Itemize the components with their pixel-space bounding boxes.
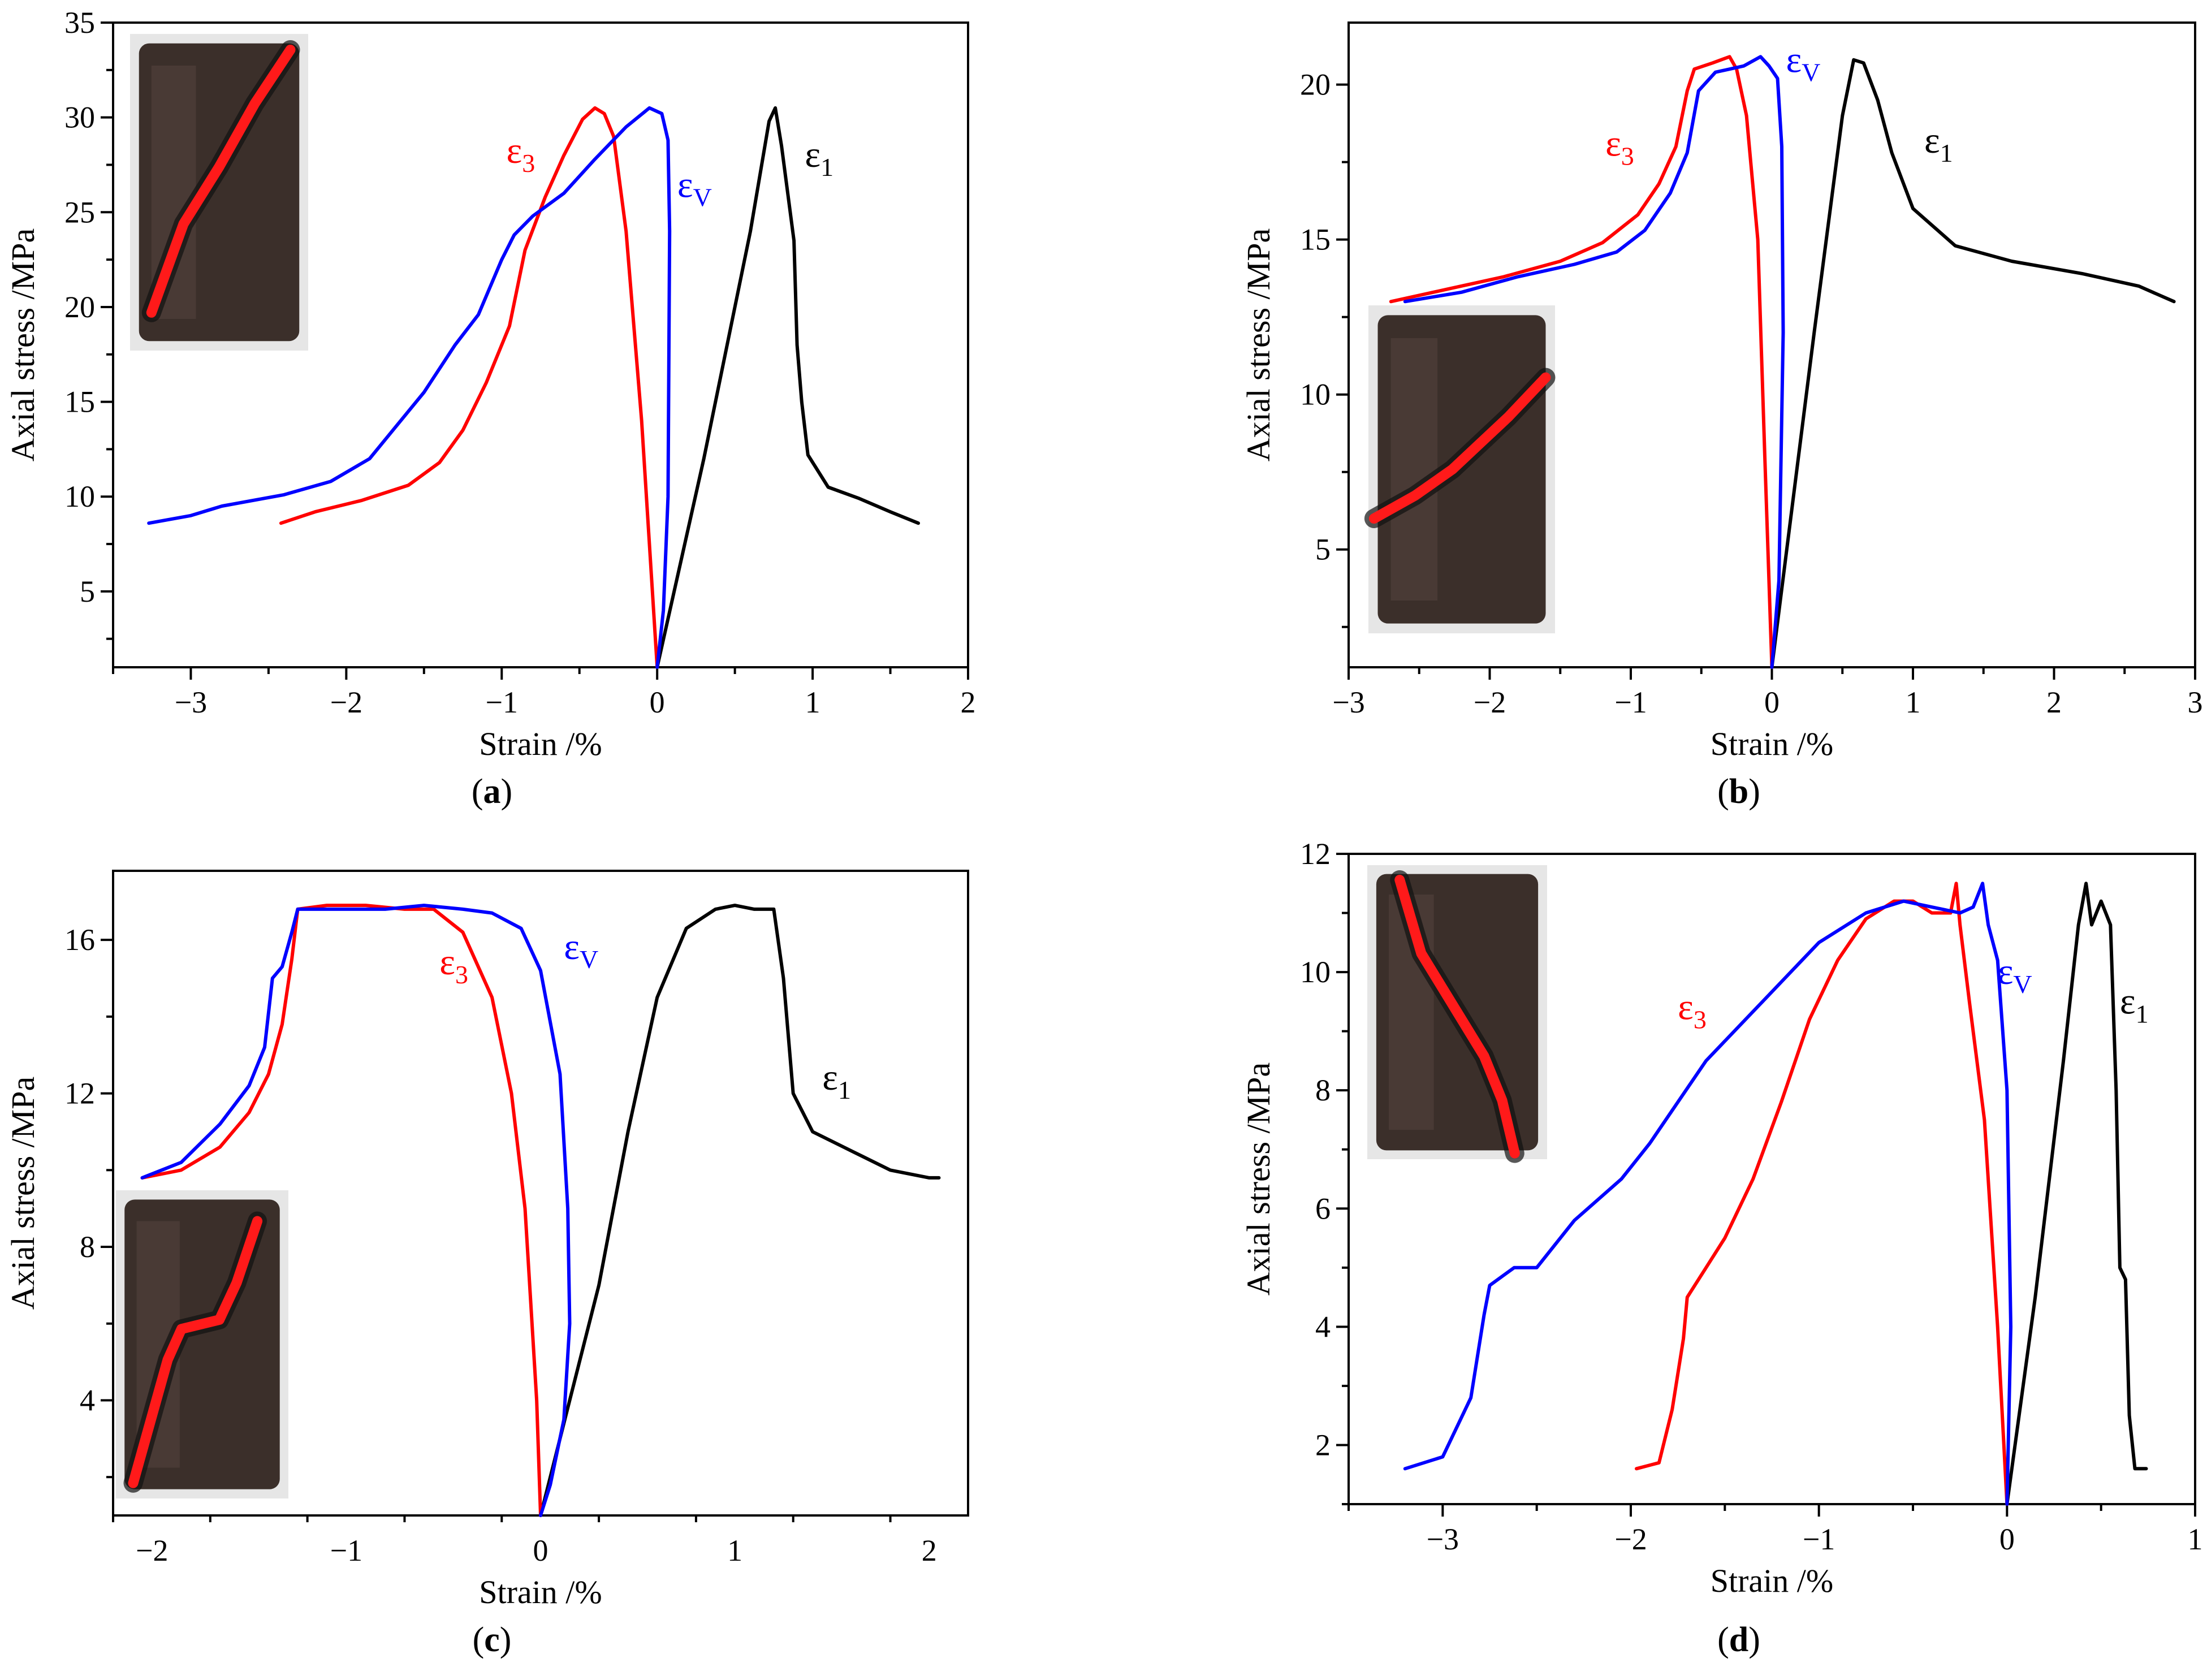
series-epsilon-1 — [2005, 882, 2148, 1506]
x-tick-label: −1 — [330, 1534, 362, 1567]
curve-label-ev: εV — [1786, 40, 1820, 87]
series-epsilon-3 — [1389, 55, 1774, 669]
y-axis-title: Axial stress /MPa — [1240, 1063, 1277, 1295]
chart-panel-b: −3 −2 −1 0 1 2 3 5 10 15 20 Strain /% Axial stress /… — [1240, 21, 2203, 762]
x-axis-title: Strain /% — [479, 725, 602, 762]
curve-label-ev: εV — [564, 926, 598, 974]
plot-frame — [112, 21, 969, 668]
x-tick-label: 1 — [727, 1534, 742, 1567]
panel-caption-c: (c) — [473, 1621, 512, 1659]
x-tick-label: −1 — [1803, 1522, 1835, 1556]
x-tick-label: −2 — [1474, 685, 1506, 719]
x-tick-label: −2 — [1614, 1522, 1647, 1556]
series-epsilon-3 — [140, 904, 542, 1517]
y-tick-label: 2 — [1315, 1428, 1331, 1462]
curve-label-e3: ε3 — [1605, 123, 1634, 171]
curve-label-ev: εV — [1998, 951, 2032, 999]
panel-caption-a: (a) — [472, 772, 512, 811]
x-tick-label: −1 — [486, 685, 518, 719]
y-tick-label: 25 — [64, 195, 95, 229]
x-tick-label: 0 — [1764, 685, 1780, 719]
rock-core — [139, 43, 300, 342]
y-tick-label: 8 — [1315, 1073, 1331, 1107]
y-axis-title: Axial stress /MPa — [1240, 228, 1277, 461]
y-tick-label: 35 — [64, 6, 95, 40]
curve-label-e1: ε1 — [805, 134, 833, 182]
y-tick-label: 10 — [64, 480, 95, 513]
series-epsilon-1 — [655, 106, 920, 669]
y-tick-label: 30 — [64, 101, 95, 135]
x-tick-label: 1 — [2188, 1522, 2203, 1556]
sample-photo — [116, 1190, 288, 1498]
curve-label-e3: ε3 — [1678, 987, 1707, 1034]
series-epsilon-v — [1403, 55, 1785, 669]
rock-highlight — [1390, 338, 1438, 601]
y-tick-label: 12 — [64, 1077, 95, 1111]
crack-line — [146, 45, 296, 318]
sample-photo — [1364, 305, 1556, 633]
x-tick-label: 1 — [1906, 685, 1921, 719]
x-tick-label: −3 — [1332, 685, 1364, 719]
y-tick-label: 15 — [64, 385, 95, 419]
x-tick-label: 3 — [2188, 685, 2203, 719]
x-axis-title: Strain /% — [1711, 1562, 1833, 1599]
crack-line — [1394, 875, 1520, 1159]
x-tick-label: −2 — [330, 685, 362, 719]
plot-frame — [1347, 853, 2196, 1505]
y-tick-label: 5 — [1315, 533, 1331, 567]
x-tick-label: −3 — [175, 685, 207, 719]
series-epsilon-v — [1403, 882, 2012, 1506]
series-epsilon-v — [147, 106, 672, 669]
curve-label-ev: εV — [677, 164, 712, 211]
x-tick-label: 0 — [533, 1534, 548, 1567]
y-tick-label: 10 — [1300, 955, 1331, 989]
curve-label-e1: ε1 — [822, 1057, 851, 1104]
y-tick-label: 12 — [1300, 837, 1331, 871]
x-axis-title: Strain /% — [479, 1574, 602, 1610]
x-tick-label: −2 — [136, 1534, 168, 1567]
x-tick-label: −3 — [1427, 1522, 1459, 1556]
series-epsilon-3 — [1635, 882, 2009, 1506]
x-tick-label: 2 — [922, 1534, 937, 1567]
y-tick-label: 5 — [80, 575, 95, 608]
y-tick-label: 4 — [1315, 1310, 1331, 1344]
panel-caption-d: (d) — [1717, 1621, 1760, 1659]
y-tick-label: 20 — [64, 290, 95, 324]
crack-line — [1368, 372, 1551, 524]
x-tick-label: −1 — [1614, 685, 1647, 719]
curve-label-e1: ε1 — [1924, 120, 1953, 167]
sample-photo — [130, 34, 308, 351]
y-tick-label: 8 — [80, 1230, 95, 1264]
panel-caption-b: (b) — [1717, 772, 1760, 811]
x-tick-label: 0 — [650, 685, 665, 719]
y-tick-label: 4 — [80, 1383, 95, 1417]
series-epsilon-1 — [1770, 58, 2176, 669]
curve-label-e3: ε3 — [439, 942, 468, 989]
series-epsilon-3 — [279, 106, 659, 669]
y-tick-label: 10 — [1300, 378, 1331, 412]
y-axis-title: Axial stress /MPa — [5, 228, 41, 461]
series-epsilon-1 — [539, 904, 941, 1517]
y-tick-label: 15 — [1300, 223, 1331, 257]
curve-label-e1: ε1 — [2120, 981, 2149, 1028]
curve-label-e3: ε3 — [507, 130, 535, 178]
crack-line — [128, 1216, 263, 1488]
x-axis-title: Strain /% — [1711, 725, 1833, 762]
x-tick-label: 2 — [961, 685, 976, 719]
x-tick-label: 1 — [805, 685, 820, 719]
y-tick-label: 20 — [1300, 68, 1331, 102]
y-tick-label: 16 — [64, 923, 95, 957]
x-tick-label: 0 — [1999, 1522, 2015, 1556]
series-epsilon-v — [140, 904, 572, 1517]
y-axis-title: Axial stress /MPa — [5, 1077, 41, 1310]
sample-photo — [1367, 865, 1547, 1163]
y-tick-label: 6 — [1315, 1191, 1331, 1225]
x-tick-label: 2 — [2046, 685, 2062, 719]
